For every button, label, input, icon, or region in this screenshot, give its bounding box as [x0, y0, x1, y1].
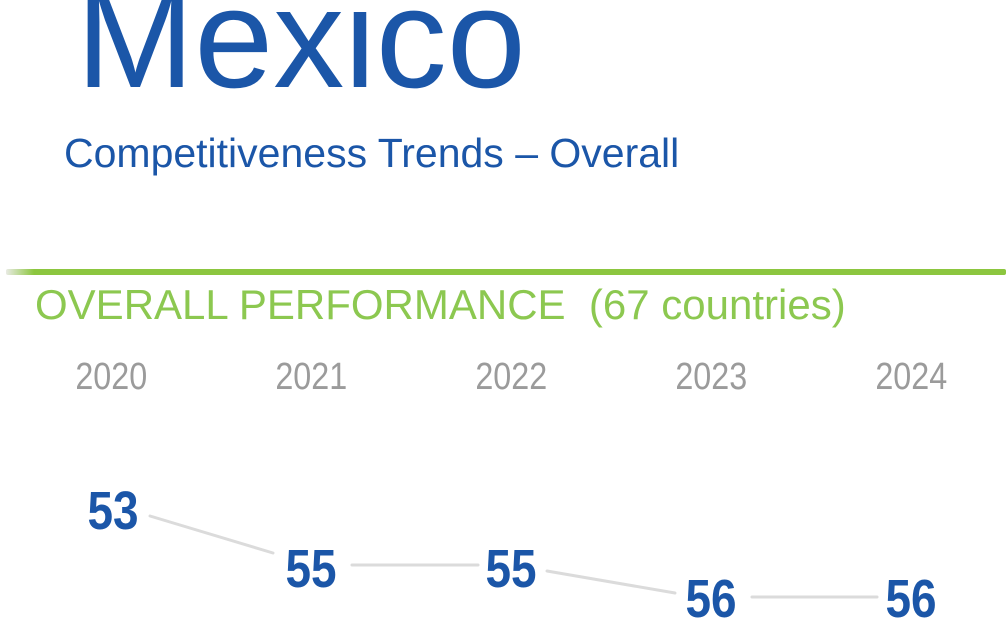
section-heading: OVERALL PERFORMANCE (67 countries): [35, 281, 846, 328]
year-label-text: 2020: [75, 356, 147, 398]
rank-value-2024: 56: [885, 569, 937, 620]
rank-value-2022: 55: [485, 539, 537, 599]
rank-value-2021: 55: [285, 539, 337, 599]
year-label-2020: 2020: [11, 358, 211, 396]
year-label-2022: 2022: [411, 358, 611, 396]
year-axis: 2020 2021 2022 2023 2024: [11, 358, 1006, 396]
page-subtitle: Competitiveness Trends – Overall: [64, 130, 680, 176]
rank-value-2020: 53: [87, 481, 139, 541]
year-label-2023: 2023: [611, 358, 811, 396]
rank-value-2023: 56: [685, 569, 737, 620]
connector-line-2020-2021: [148, 514, 275, 555]
year-label-text: 2022: [475, 356, 547, 398]
year-label-text: 2021: [275, 356, 347, 398]
page-title: Mexico: [76, 0, 526, 118]
connector-line-2022-2023: [545, 569, 677, 595]
year-label-text: 2023: [675, 356, 747, 398]
year-label-2021: 2021: [211, 358, 411, 396]
green-divider-rule: [6, 269, 1006, 275]
year-label-2024: 2024: [811, 358, 1006, 396]
year-label-text: 2024: [875, 356, 947, 398]
